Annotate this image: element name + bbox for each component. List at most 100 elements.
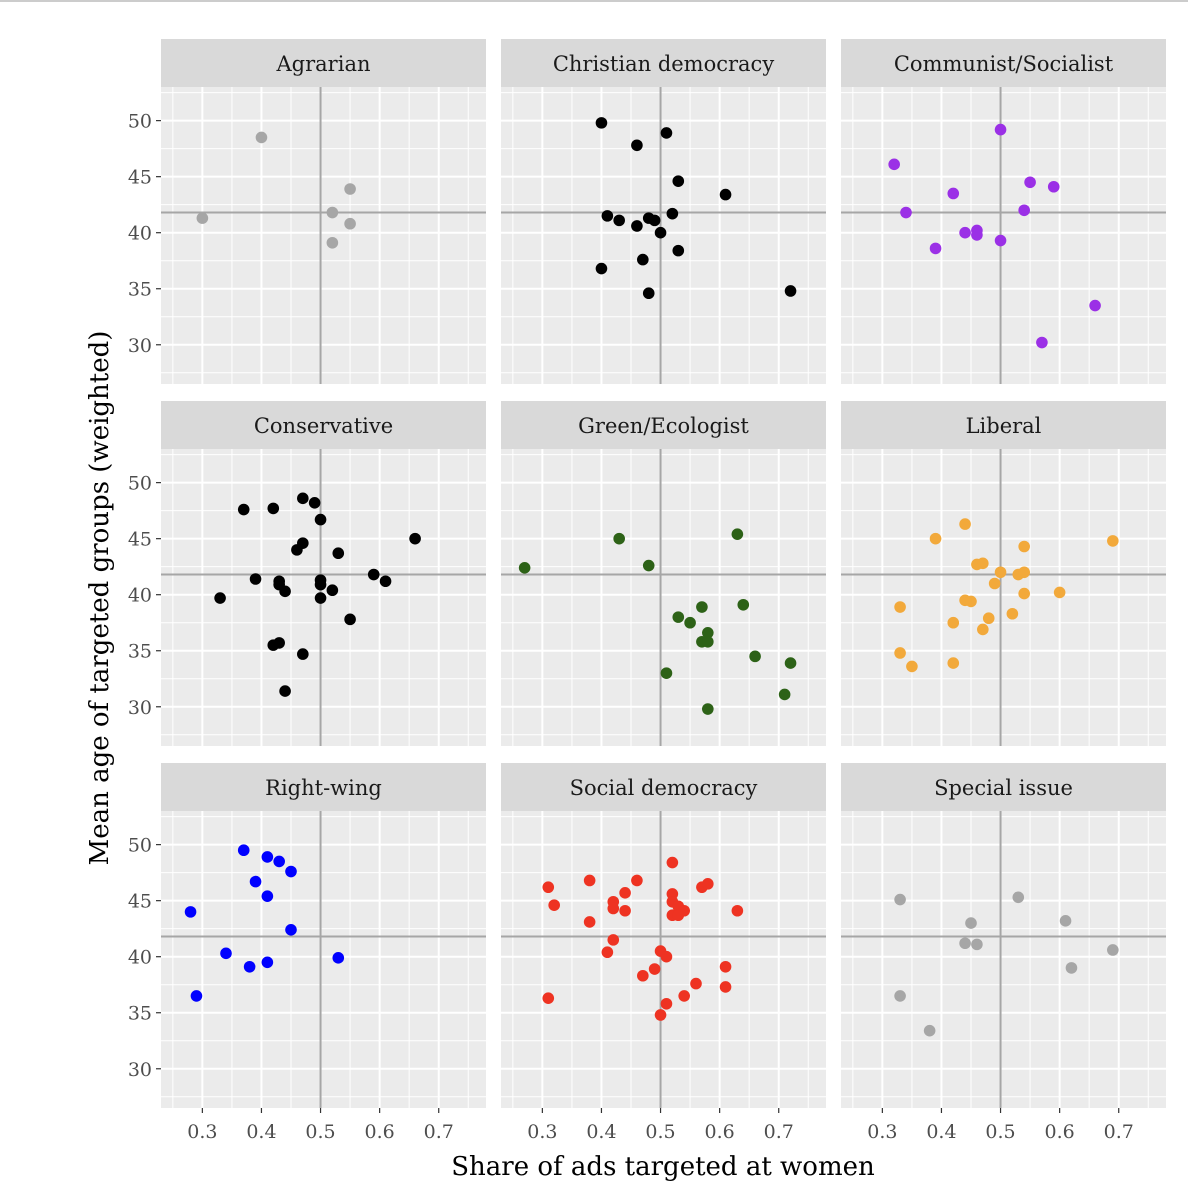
data-point [279,585,291,598]
data-point [660,667,673,679]
y-tick-label: 45 [128,529,152,551]
x-tick-label: 0.6 [705,1121,735,1143]
panel: Liberal [841,401,1166,746]
data-point [702,878,714,890]
data-point [888,158,900,171]
panel-strip [841,401,1166,449]
data-point [678,990,690,1002]
x-tick-label: 0.6 [365,1121,395,1143]
panel-title: Green/Ecologist [578,414,749,438]
data-point [894,601,906,613]
data-point [719,188,732,201]
data-point [666,207,679,220]
data-point [672,909,685,922]
data-point [737,598,750,611]
data-point [619,887,631,899]
panel-background [161,87,486,384]
axes-layer: 50 45 40 35 30 50 45 40 35 30 50 45 40 35 30 0.3 0.4 0.5 0… [128,111,1134,1143]
data-point [982,612,995,625]
data-point [929,532,942,545]
data-point [583,916,596,928]
data-point [619,904,631,917]
data-point [601,946,614,959]
data-point [977,557,989,570]
data-point [719,981,732,993]
panel: Special issue [841,763,1166,1108]
data-point [971,938,983,951]
panels-layer: Agrarian Christian democracy Communist/Soc… [161,39,1166,1108]
data-point [1053,586,1066,599]
data-point [367,568,380,581]
data-point [1107,944,1119,956]
data-point [291,544,303,556]
x-tick-label: 0.5 [305,1121,335,1143]
data-point [273,855,285,868]
data-point [1047,180,1060,193]
data-point [660,997,673,1010]
panel-strip [161,763,486,811]
x-tick-label: 0.3 [867,1121,897,1143]
data-point [273,637,285,649]
data-point [542,881,555,894]
data-point [894,990,906,1002]
panel-strip [841,39,1166,87]
data-point [731,904,744,917]
x-tick-label: 0.5 [645,1121,675,1143]
panel-background [841,87,1166,384]
data-point [642,287,655,300]
panel-strip [501,763,826,811]
data-point [1107,535,1119,547]
data-point [613,532,625,545]
y-tick-label: 35 [128,1003,152,1025]
data-point [607,902,620,915]
panel: Conservative [161,401,486,746]
data-point [243,960,256,973]
data-point [1089,299,1101,312]
x-tick-label: 0.7 [764,1121,794,1143]
data-point [583,874,596,887]
panel-title: Right-wing [265,776,382,800]
data-point [1006,607,1019,620]
y-tick-label: 40 [128,585,152,607]
data-point [977,623,989,636]
panel-title: Liberal [966,414,1042,438]
panel-strip [501,39,826,87]
data-point [631,874,643,887]
data-point [631,220,643,232]
data-point [326,236,339,249]
data-point [702,703,714,715]
data-point [1018,540,1030,553]
data-point [332,952,345,964]
x-tick-label: 0.3 [527,1121,557,1143]
x-tick-label: 0.4 [926,1121,956,1143]
data-point [660,127,673,139]
data-point [1065,962,1078,974]
x-tick-label: 0.7 [1104,1121,1134,1143]
data-point [237,503,250,516]
data-point [214,592,226,604]
data-point [255,131,268,144]
data-point [947,657,960,669]
data-point [672,611,685,623]
y-tick-label: 45 [128,167,152,189]
data-point [542,992,555,1004]
data-point [184,906,197,918]
data-point [285,924,297,936]
data-point [654,1009,667,1021]
data-point [409,532,421,545]
data-point [344,217,356,230]
data-point [344,613,356,626]
data-point [261,890,274,902]
data-point [1018,566,1030,579]
data-point [965,917,977,929]
x-tick-label: 0.6 [1045,1121,1075,1143]
panel-title: Christian democracy [553,52,775,76]
data-point [971,229,983,241]
data-point [731,528,744,540]
panel-strip [841,763,1166,811]
data-point [314,574,327,586]
data-point [654,226,667,239]
data-point [607,934,620,946]
data-point [994,123,1007,136]
data-point [684,616,696,629]
